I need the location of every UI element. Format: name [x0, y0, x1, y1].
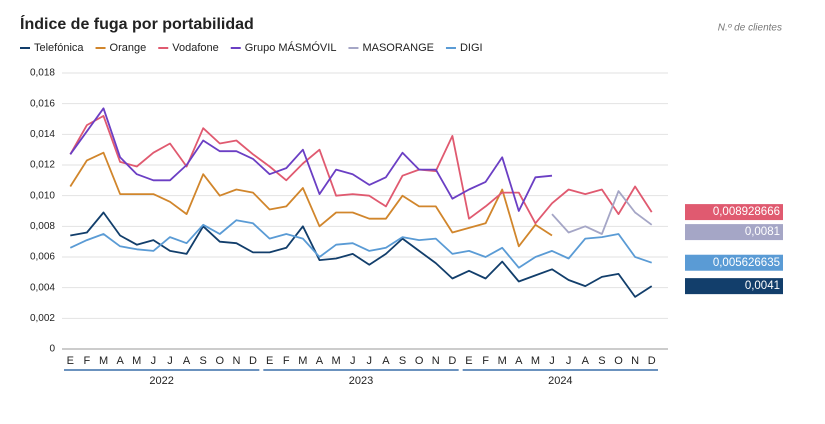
legend-label: Orange	[110, 42, 147, 54]
end-label: 0,0041	[745, 280, 780, 292]
x-tick-label: S	[598, 355, 605, 367]
x-tick-label: S	[399, 355, 406, 367]
series-line	[70, 211, 653, 298]
x-tick-label: F	[482, 355, 489, 367]
legend-label: MASORANGE	[362, 42, 434, 54]
x-tick-label: A	[382, 355, 390, 367]
y-tick-label: 0,018	[30, 68, 55, 79]
group-label: 2022	[149, 375, 173, 387]
x-tick-label: N	[631, 355, 639, 367]
y-tick-label: 0,002	[30, 313, 55, 324]
series-line	[69, 219, 652, 269]
x-tick-label: N	[232, 355, 240, 367]
x-tick-label: O	[614, 355, 623, 367]
group-label: 2023	[349, 375, 373, 387]
end-label-box	[685, 278, 783, 295]
x-tick-label: F	[84, 355, 91, 367]
y-tick-label: 0,008	[30, 221, 55, 232]
x-tick-label: M	[331, 355, 340, 367]
x-tick-label: J	[549, 355, 555, 367]
y-tick-label: 0,012	[30, 160, 55, 171]
series-line	[69, 115, 653, 225]
end-label-box	[685, 204, 783, 221]
y-tick-label: 0,016	[30, 98, 55, 109]
x-tick-label: M	[531, 355, 540, 367]
x-tick-label: J	[367, 355, 373, 367]
y-tick-label: 0,006	[30, 252, 55, 263]
y-tick-label: 0,014	[30, 129, 55, 140]
x-tick-label: E	[67, 355, 74, 367]
x-tick-label: M	[99, 355, 108, 367]
x-tick-label: E	[266, 355, 273, 367]
y-tick-label: 0	[49, 344, 55, 355]
x-tick-label: A	[316, 355, 324, 367]
x-tick-label: O	[216, 355, 225, 367]
end-label: 0,0081	[745, 226, 780, 238]
end-label: 0,005626635	[713, 257, 780, 269]
x-tick-label: A	[582, 355, 590, 367]
x-tick-label: J	[566, 355, 572, 367]
x-tick-label: N	[432, 355, 440, 367]
x-tick-label: D	[249, 355, 257, 367]
x-tick-label: J	[350, 355, 356, 367]
x-tick-label: O	[415, 355, 424, 367]
x-tick-label: A	[515, 355, 523, 367]
legend-label: DIGI	[460, 42, 483, 54]
chart-title: Índice de fuga por portabilidad	[20, 14, 254, 33]
x-tick-label: D	[448, 355, 456, 367]
x-tick-label: A	[116, 355, 124, 367]
chart-subtitle: N.º de clientes	[718, 23, 782, 34]
y-tick-label: 0,004	[30, 282, 55, 293]
end-label-box	[685, 254, 783, 271]
x-tick-label: J	[151, 355, 157, 367]
end-label-box	[685, 224, 783, 241]
x-tick-label: D	[648, 355, 656, 367]
x-tick-label: S	[200, 355, 207, 367]
x-tick-label: M	[132, 355, 141, 367]
series-line	[69, 107, 553, 212]
group-label: 2024	[548, 375, 572, 387]
series-line	[551, 190, 653, 235]
y-tick-label: 0,010	[30, 190, 55, 201]
x-tick-label: M	[498, 355, 507, 367]
legend-label: Telefónica	[34, 42, 84, 54]
legend-label: Grupo MÁSMÓVIL	[245, 41, 337, 54]
end-label: 0,008928666	[713, 206, 780, 218]
x-tick-label: J	[167, 355, 173, 367]
x-tick-label: F	[283, 355, 290, 367]
x-tick-label: E	[465, 355, 472, 367]
legend-label: Vodafone	[172, 42, 219, 54]
x-tick-label: M	[298, 355, 307, 367]
x-tick-label: A	[183, 355, 191, 367]
series-line	[69, 151, 553, 248]
